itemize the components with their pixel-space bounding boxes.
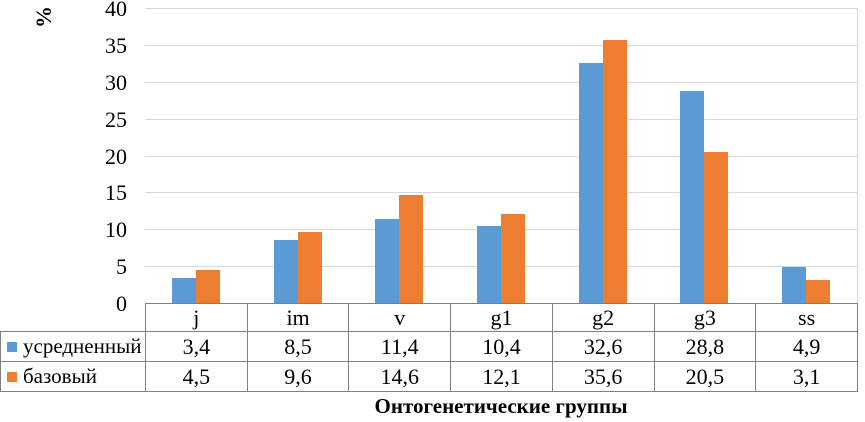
y-tick-label-40: 40	[105, 0, 127, 21]
gridline-40	[145, 8, 857, 9]
bar-series1-v	[399, 195, 424, 303]
value-cell-series0-g2: 32,6	[551, 331, 655, 362]
table-row-series0: усредненный 3,4 8,5 11,4 10,4 32,6 28,8 4,9	[0, 331, 858, 362]
bar-series1-g2	[602, 40, 627, 303]
category-header-im: im	[246, 303, 350, 332]
gridline-25	[145, 118, 857, 120]
category-header-g3: g3	[653, 303, 757, 332]
legend-swatch-icon	[7, 342, 17, 352]
table-row-series1: базовый 4,5 9,6 14,6 12,1 35,6 20,5 3,1	[0, 361, 858, 392]
gridline-20	[145, 155, 857, 157]
category-header-g1: g1	[450, 303, 553, 332]
y-tick-label-20: 20	[105, 143, 127, 169]
series-name: усредненный	[23, 334, 142, 358]
series-name: базовый	[23, 364, 97, 388]
value-cell-series1-ss: 3,1	[755, 361, 858, 392]
bar-series0-g3	[680, 90, 705, 303]
bar-series0-j	[171, 277, 196, 303]
table-header-row: j im v g1 g2 g3 ss	[1, 303, 858, 332]
y-tick-label-25: 25	[105, 106, 127, 132]
value-cell-series1-im: 9,6	[246, 361, 350, 392]
category-header-ss: ss	[755, 303, 858, 332]
bar-series0-g1	[477, 226, 501, 303]
value-cell-series0-v: 11,4	[348, 331, 452, 362]
y-tick-label-35: 35	[105, 32, 127, 58]
bar-series0-ss	[782, 266, 807, 303]
y-tick-label-15: 15	[105, 180, 127, 206]
value-cell-series0-j: 3,4	[145, 331, 248, 362]
legend-swatch-icon	[7, 372, 17, 382]
bar-series0-im	[273, 240, 298, 303]
plot-area	[145, 8, 858, 303]
value-cell-series1-g1: 12,1	[450, 361, 553, 392]
y-tick-label-5: 5	[116, 254, 127, 280]
bar-series0-v	[375, 218, 400, 303]
category-header-v: v	[348, 303, 452, 332]
legend-cell-series0: усредненный	[0, 331, 146, 362]
category-header-g2: g2	[551, 303, 655, 332]
value-cell-series0-g1: 10,4	[450, 331, 553, 362]
bar-series1-g3	[704, 151, 729, 303]
bar-series1-j	[195, 269, 220, 303]
bar-series1-g1	[501, 213, 525, 303]
value-cell-series0-ss: 4,9	[755, 331, 858, 362]
y-tick-label-10: 10	[105, 217, 127, 243]
y-tick-label-0: 0	[116, 291, 127, 316]
value-cell-series0-im: 8,5	[246, 331, 350, 362]
category-header-j: j	[145, 303, 248, 332]
data-table: j im v g1 g2 g3 ss усредненный 3,4 8,5 11,4 10,4 32,…	[0, 303, 858, 392]
y-tick-label-30: 30	[105, 69, 127, 95]
gridline-35	[145, 44, 857, 46]
value-cell-series1-g3: 20,5	[653, 361, 757, 392]
legend-cell-series1: базовый	[0, 361, 146, 392]
bar-series1-ss	[806, 280, 831, 303]
gridline-15	[145, 192, 857, 194]
value-cell-series1-v: 14,6	[348, 361, 452, 392]
value-cell-series1-g2: 35,6	[551, 361, 655, 392]
bar-series0-g2	[578, 62, 603, 303]
table-corner-blank	[1, 304, 146, 332]
value-cell-series0-g3: 28,8	[653, 331, 757, 362]
bar-series1-im	[297, 232, 322, 303]
x-axis-title: Онтогенетические группы	[374, 394, 628, 418]
gridline-30	[145, 81, 857, 83]
value-cell-series1-j: 4,5	[145, 361, 248, 392]
